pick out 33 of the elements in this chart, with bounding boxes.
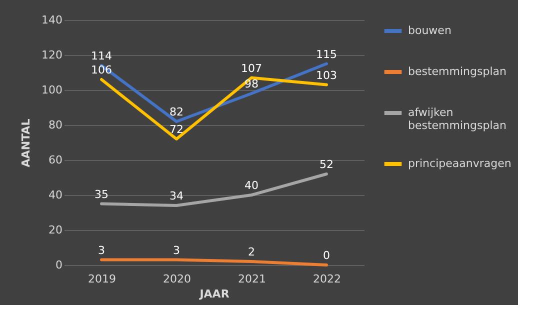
- data-label: 98: [244, 78, 258, 90]
- y-axis-title: AANTAL: [20, 118, 33, 168]
- data-label: 0: [323, 249, 330, 262]
- y-tick-label: 40: [48, 188, 62, 202]
- x-tick-label: 2020: [163, 272, 191, 286]
- y-tick-label: 80: [48, 118, 62, 132]
- legend-label: bouwen: [408, 24, 452, 37]
- data-label: 72: [170, 123, 184, 136]
- x-axis-title: JAAR: [198, 288, 230, 300]
- y-tick-label: 20: [48, 224, 62, 236]
- y-tick-label: 120: [42, 48, 62, 62]
- legend-label: principeaanvragen: [408, 157, 512, 170]
- x-tick-label: 2021: [238, 272, 266, 286]
- data-label: 115: [316, 48, 337, 61]
- legend-label: bestemmingsplan: [408, 65, 507, 78]
- data-label: 3: [98, 244, 105, 257]
- data-label: 40: [244, 179, 258, 192]
- x-tick-label: 2022: [313, 272, 341, 286]
- legend-label: afwijken bestemmingsplan: [408, 106, 507, 132]
- data-label: 3: [173, 244, 180, 257]
- data-label: 114: [91, 50, 112, 62]
- data-label: 52: [320, 158, 334, 171]
- y-tick-label: 60: [48, 154, 62, 166]
- y-tick-label: 100: [42, 84, 62, 96]
- data-label: 82: [170, 106, 184, 118]
- data-label: 103: [316, 68, 337, 82]
- y-tick-label: 140: [42, 14, 62, 26]
- data-label: 2: [248, 246, 255, 258]
- data-label: 35: [94, 188, 108, 201]
- y-tick-label: 0: [56, 258, 62, 272]
- data-label: 107: [241, 62, 262, 75]
- x-tick-label: 2019: [88, 272, 116, 286]
- data-label: 34: [170, 190, 184, 202]
